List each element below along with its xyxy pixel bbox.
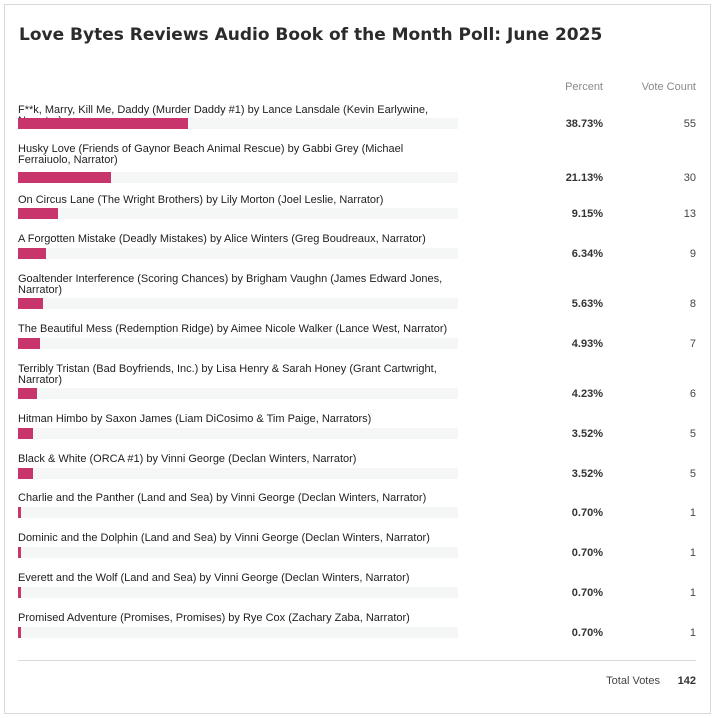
- option-label: Everett and the Wolf (Land and Sea) by V…: [18, 572, 410, 584]
- vote-count: 1: [689, 547, 696, 559]
- vote-count: 9: [689, 248, 696, 260]
- vote-count: 13: [683, 208, 696, 220]
- vote-count: 6: [689, 388, 696, 400]
- percent-label: 4.93%: [571, 338, 603, 350]
- bar-track: [18, 208, 458, 219]
- poll-card: Love Bytes Reviews Audio Book of the Mon…: [4, 4, 711, 714]
- bar-track: [18, 248, 458, 259]
- vote-count: 8: [689, 298, 696, 310]
- bar: [18, 507, 22, 518]
- bar-track: [18, 428, 458, 439]
- bar: [18, 248, 46, 259]
- chart-title: Love Bytes Reviews Audio Book of the Mon…: [19, 25, 603, 45]
- percent-label: 0.70%: [571, 587, 603, 599]
- percent-label: 0.70%: [571, 507, 603, 519]
- bar: [18, 388, 37, 399]
- bar-track: [18, 388, 458, 399]
- bar-track: [18, 338, 458, 349]
- bar-track: [18, 547, 458, 558]
- bar: [18, 428, 34, 439]
- vote-count: 30: [683, 172, 696, 184]
- option-label: Black & White (ORCA #1) by Vinni George …: [18, 453, 357, 465]
- percent-column-header: Percent: [565, 81, 603, 93]
- bar-track: [18, 627, 458, 638]
- percent-label: 9.15%: [571, 208, 603, 220]
- percent-label: 5.63%: [571, 298, 603, 310]
- option-label: The Beautiful Mess (Redemption Ridge) by…: [18, 323, 448, 335]
- bar: [18, 172, 111, 183]
- total-votes-label: Total Votes: [606, 675, 660, 687]
- bar: [18, 338, 40, 349]
- option-label: Husky Love (Friends of Gaynor Beach Anim…: [18, 143, 404, 166]
- option-label: A Forgotten Mistake (Deadly Mistakes) by…: [18, 233, 426, 245]
- option-label: Dominic and the Dolphin (Land and Sea) b…: [18, 532, 430, 544]
- percent-label: 3.52%: [571, 428, 603, 440]
- option-label: Charlie and the Panther (Land and Sea) b…: [18, 492, 427, 504]
- percent-label: 4.23%: [571, 388, 603, 400]
- vote-count: 7: [689, 338, 696, 350]
- percent-label: 3.52%: [571, 468, 603, 480]
- option-label: Terribly Tristan (Bad Boyfriends, Inc.) …: [18, 363, 437, 386]
- vote-count: 5: [689, 468, 696, 480]
- percent-label: 6.34%: [571, 248, 603, 260]
- option-label: Hitman Himbo by Saxon James (Liam DiCosi…: [18, 413, 372, 425]
- bar-track: [18, 507, 458, 518]
- bar: [18, 587, 22, 598]
- vote-count: 1: [689, 587, 696, 599]
- percent-label: 0.70%: [571, 627, 603, 639]
- vote-count: 5: [689, 428, 696, 440]
- percent-label: 21.13%: [565, 172, 603, 184]
- bar: [18, 547, 22, 558]
- option-label: Goaltender Interference (Scoring Chances…: [18, 273, 443, 296]
- bar: [18, 118, 189, 129]
- bar-track: [18, 298, 458, 309]
- percent-label: 38.73%: [565, 118, 603, 130]
- total-votes-value: 142: [677, 675, 696, 687]
- option-label: On Circus Lane (The Wright Brothers) by …: [18, 194, 384, 206]
- vote-count-column-header: Vote Count: [641, 81, 696, 93]
- vote-count: 55: [683, 118, 696, 130]
- bar: [18, 208, 59, 219]
- bar-track: [18, 118, 458, 129]
- footer-divider: [18, 660, 696, 661]
- percent-label: 0.70%: [571, 547, 603, 559]
- bar-track: [18, 468, 458, 479]
- vote-count: 1: [689, 507, 696, 519]
- bar-track: [18, 172, 458, 183]
- bar: [18, 468, 34, 479]
- bar: [18, 298, 43, 309]
- bar: [18, 627, 22, 638]
- bar-track: [18, 587, 458, 598]
- vote-count: 1: [689, 627, 696, 639]
- option-label: Promised Adventure (Promises, Promises) …: [18, 612, 410, 624]
